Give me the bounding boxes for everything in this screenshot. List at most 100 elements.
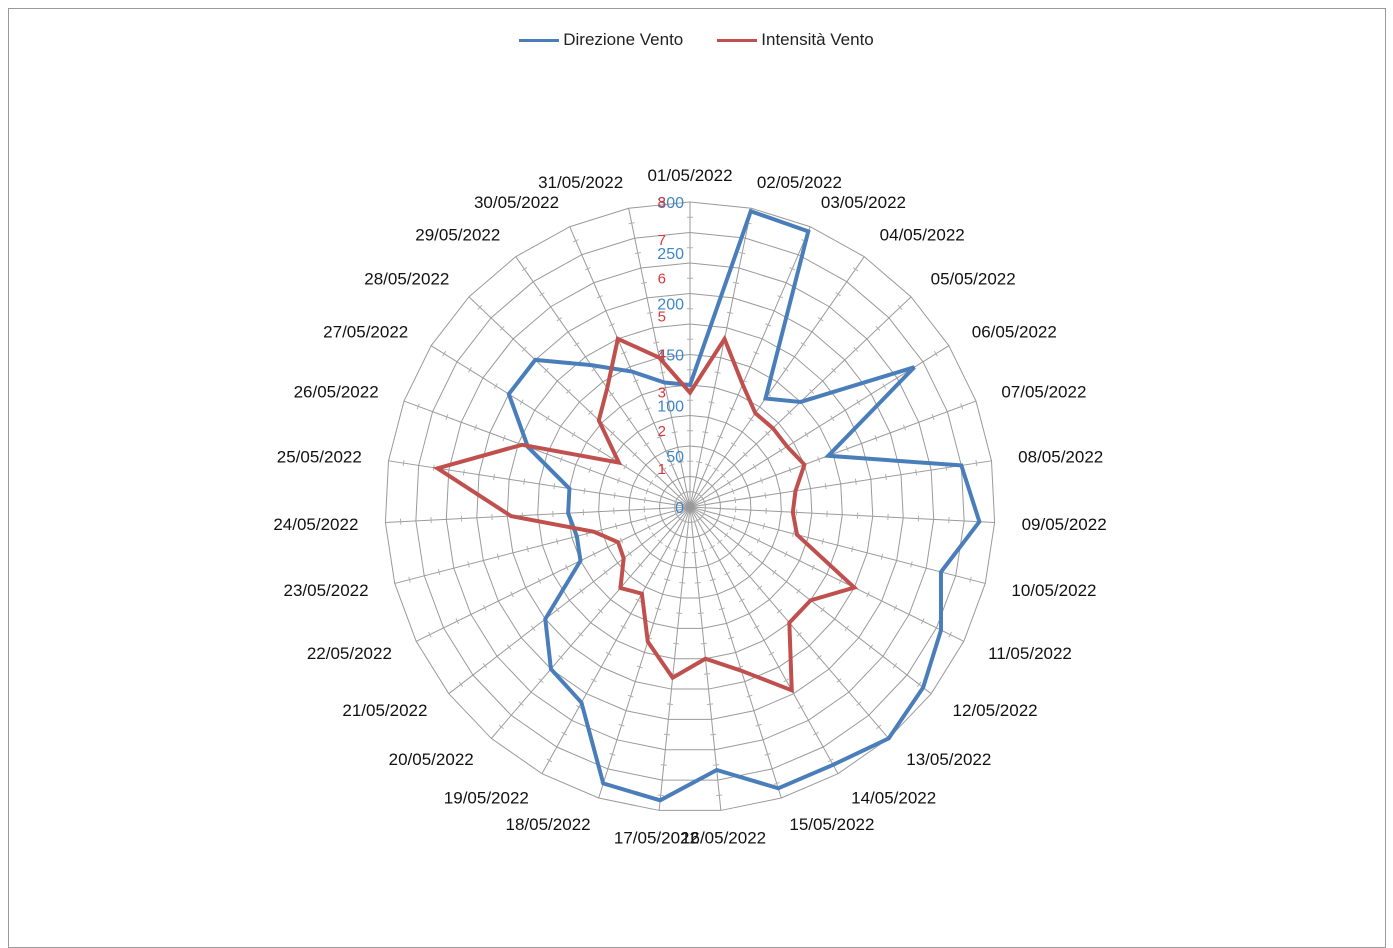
category-label: 15/05/2022 xyxy=(789,815,874,834)
grid-minor-tick xyxy=(739,252,745,253)
grid-minor-tick xyxy=(748,551,752,556)
grid-minor-tick xyxy=(783,368,788,371)
category-label: 11/05/2022 xyxy=(988,644,1072,663)
grid-minor-tick xyxy=(886,474,887,480)
category-label: 07/05/2022 xyxy=(1001,383,1086,402)
grid-minor-tick xyxy=(644,497,645,503)
grid-minor-tick xyxy=(614,492,615,498)
secondary-axis-tick-label: 6 xyxy=(658,270,666,287)
category-label: 13/05/2022 xyxy=(906,750,991,769)
primary-axis-tick-label: 0 xyxy=(675,500,684,517)
category-label: 02/05/2022 xyxy=(757,173,842,192)
grid-minor-tick xyxy=(659,372,665,373)
category-label: 03/05/2022 xyxy=(821,193,906,212)
grid-minor-tick xyxy=(604,570,608,575)
grid-minor-tick xyxy=(845,626,849,631)
grid-minor-tick xyxy=(468,367,471,372)
grid-minor-tick xyxy=(627,418,632,421)
grid-minor-tick xyxy=(713,765,719,766)
grid-minor-tick xyxy=(818,318,823,321)
grid-minor-tick xyxy=(592,368,597,371)
grid-minor-tick xyxy=(572,432,575,437)
grid-minor-tick xyxy=(494,383,497,388)
category-label: 25/05/2022 xyxy=(277,448,362,467)
category-label: 05/05/2022 xyxy=(931,269,1016,288)
grid-minor-tick xyxy=(539,293,544,296)
grid-minor-tick xyxy=(696,462,702,463)
grid-minor-tick xyxy=(507,645,511,650)
secondary-axis-tick-label: 2 xyxy=(658,423,666,440)
grid-minor-tick xyxy=(698,613,704,614)
grid-minor-tick xyxy=(715,372,721,373)
grid-minor-tick xyxy=(684,491,690,492)
grid-minor-tick xyxy=(831,416,834,421)
grid-minor-tick xyxy=(650,480,653,485)
grid-minor-tick xyxy=(731,443,736,446)
grid-minor-tick xyxy=(629,223,635,224)
grid-minor-tick xyxy=(520,400,523,405)
grid-minor-tick xyxy=(702,432,708,433)
grid-minor-tick xyxy=(574,343,579,346)
grid-minor-tick xyxy=(584,488,585,494)
grid-minor-tick xyxy=(727,312,733,313)
category-label: 04/05/2022 xyxy=(880,226,965,245)
grid-minor-tick xyxy=(682,552,688,553)
grid-minor-tick xyxy=(624,464,627,469)
grid-minor-tick xyxy=(522,267,527,270)
grid-minor-tick xyxy=(869,645,873,650)
grid-minor-tick xyxy=(459,682,463,687)
grid-minor-tick xyxy=(934,351,937,356)
grid-minor-tick xyxy=(609,393,614,396)
grid-minor-tick xyxy=(672,432,678,433)
secondary-axis-tick-label: 7 xyxy=(658,232,666,249)
grid-minor-tick xyxy=(403,460,404,466)
grid-minor-tick xyxy=(753,464,756,469)
grid-minor-tick xyxy=(714,468,719,471)
grid-minor-tick xyxy=(733,282,739,283)
grid-minor-tick xyxy=(825,483,826,489)
grid-minor-tick xyxy=(676,613,682,614)
grid-minor-tick xyxy=(749,418,754,421)
grid-minor-tick xyxy=(765,492,766,498)
grid-minor-tick xyxy=(679,583,685,584)
category-label: 24/05/2022 xyxy=(273,515,358,534)
category-label: 17/05/2022 xyxy=(614,828,699,847)
grid-minor-tick xyxy=(773,570,777,575)
grid-minor-tick xyxy=(724,533,728,538)
category-label: 29/05/2022 xyxy=(415,226,500,245)
grid-minor-tick xyxy=(727,480,730,485)
grid-minor-tick xyxy=(821,607,825,612)
category-label: 27/05/2022 xyxy=(323,322,408,341)
category-label: 31/05/2022 xyxy=(538,173,623,192)
grid-minor-tick xyxy=(853,267,858,270)
grid-minor-tick xyxy=(735,497,736,503)
grid-minor-tick xyxy=(443,351,446,356)
category-label: 10/05/2022 xyxy=(1011,581,1096,600)
grid-minor-tick xyxy=(701,643,707,644)
category-label: 09/05/2022 xyxy=(1022,515,1107,534)
secondary-axis-tick-label: 8 xyxy=(658,194,666,211)
category-label: 20/05/2022 xyxy=(389,750,474,769)
grid-minor-tick xyxy=(580,589,584,594)
grid-minor-tick xyxy=(707,704,713,705)
grid-minor-tick xyxy=(710,734,716,735)
grid-minor-tick xyxy=(976,460,977,466)
grid-minor-tick xyxy=(836,293,841,296)
grid-minor-tick xyxy=(653,342,659,343)
category-label: 19/05/2022 xyxy=(444,788,529,807)
grid-minor-tick xyxy=(857,400,860,405)
grid-minor-tick xyxy=(709,402,715,403)
grid-minor-tick xyxy=(483,663,487,668)
category-label: 01/05/2022 xyxy=(647,166,732,185)
grid-minor-tick xyxy=(556,607,560,612)
primary-axis-tick-label: 50 xyxy=(666,449,684,466)
grid-minor-tick xyxy=(524,479,525,485)
category-label: 30/05/2022 xyxy=(474,193,559,212)
grid-minor-tick xyxy=(664,734,670,735)
grid-minor-tick xyxy=(531,626,535,631)
category-label: 28/05/2022 xyxy=(364,269,449,288)
category-label: 14/05/2022 xyxy=(851,788,936,807)
grid-minor-tick xyxy=(673,643,679,644)
grid-minor-tick xyxy=(463,469,464,475)
